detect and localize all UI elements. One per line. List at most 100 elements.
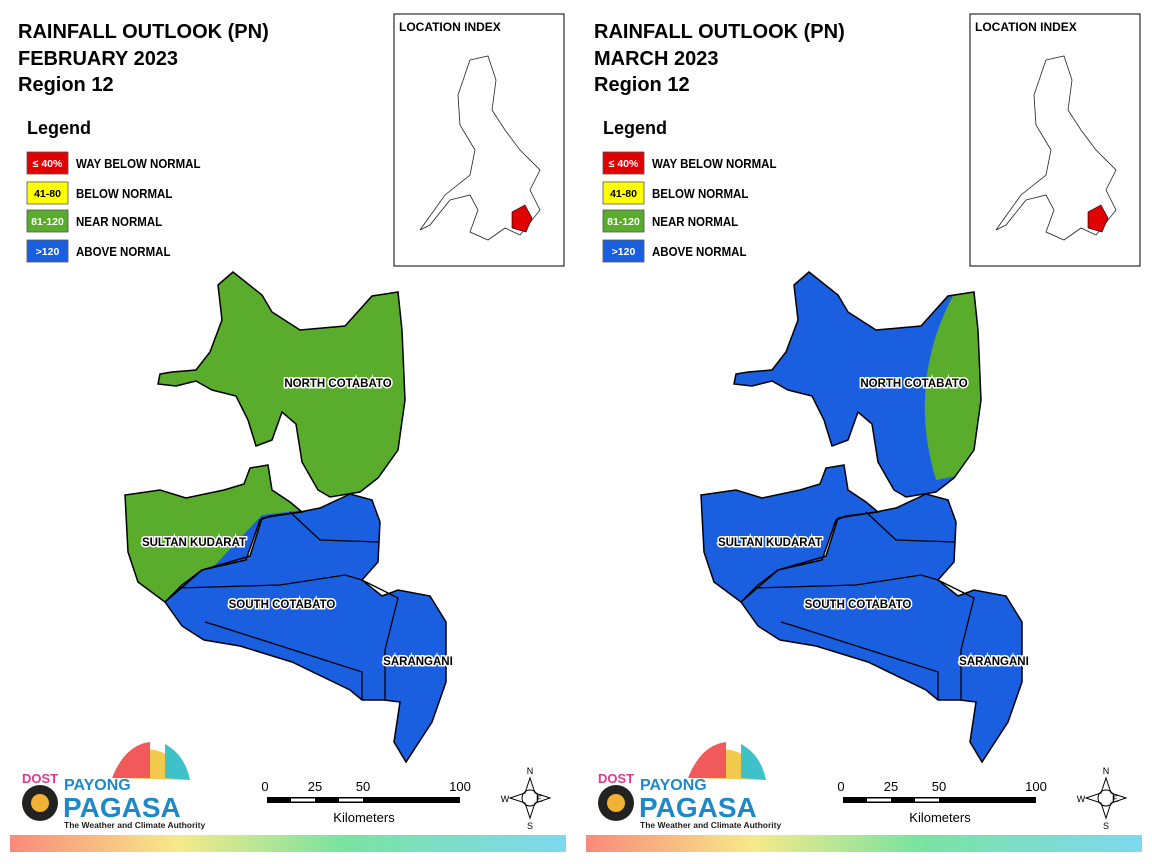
legend-swatch	[26, 181, 69, 205]
scale-tick-label: 50	[932, 779, 946, 794]
province-boundary	[780, 621, 939, 700]
legend-label: NEAR NORMAL	[652, 215, 738, 230]
legend-label: WAY BELOW NORMAL	[76, 157, 200, 172]
scale-tick-label: 100	[1025, 779, 1047, 794]
province-boundary	[937, 579, 975, 700]
panel: RAINFALL OUTLOOK (PN) MARCH 2023 Region 12…	[594, 13, 1141, 831]
scale-tick-label: 0	[837, 779, 844, 794]
compass-letter: N	[527, 766, 534, 776]
compass-rose	[508, 776, 552, 820]
province-label: NORTH COTABATO	[284, 378, 391, 390]
province-label: SARANGANI	[959, 656, 1029, 668]
map-region: Region 12	[594, 74, 690, 96]
compass-letter: W	[1077, 794, 1086, 804]
compass-letter: N	[1103, 766, 1110, 776]
logo-tagline: The Weather and Climate Authority	[64, 820, 205, 830]
zone-above-normal	[701, 465, 878, 602]
scale-tick-label: 50	[356, 779, 370, 794]
compass-letter: W	[501, 794, 510, 804]
legend-range: 41-80	[34, 188, 61, 200]
legend-range: ≤ 40%	[609, 158, 639, 170]
region-fill	[701, 272, 1022, 762]
scale-unit: Kilometers	[333, 810, 395, 825]
legend-label: ABOVE NORMAL	[652, 245, 746, 260]
legend-range: ≤ 40%	[33, 158, 63, 170]
scale-bar-segment	[339, 798, 363, 802]
compass-ring	[1097, 789, 1115, 807]
compass-ring	[521, 789, 539, 807]
logo-dost: DOST	[598, 771, 634, 786]
province-boundary	[177, 574, 363, 589]
province-label: NORTH COTABATO	[860, 378, 967, 390]
scale-tick-label: 100	[449, 779, 471, 794]
province-label: SULTAN KUDARAT	[142, 537, 246, 549]
zone-above-normal	[160, 494, 400, 620]
province-label: SOUTH COTABATO	[805, 599, 912, 611]
scale-bar-segment	[867, 798, 891, 802]
legend-range: >120	[36, 246, 60, 258]
province-label: SULTAN KUDARAT	[718, 537, 822, 549]
legend-label: BELOW NORMAL	[76, 187, 172, 202]
scale-tick-label: 25	[308, 779, 322, 794]
panel: RAINFALL OUTLOOK (PN) FEBRUARY 2023 Region…	[18, 13, 565, 831]
map-month: FEBRUARY 2023	[18, 48, 178, 70]
location-index-title: LOCATION INDEX	[399, 20, 501, 34]
map-month: MARCH 2023	[594, 48, 718, 70]
location-index-title: LOCATION INDEX	[975, 20, 1077, 34]
compass-letter: S	[527, 821, 533, 831]
legend-range: 41-80	[610, 188, 637, 200]
logo-tagline: The Weather and Climate Authority	[640, 820, 781, 830]
logo-pagasa: PAGASA	[639, 792, 757, 823]
legend-swatch	[26, 151, 69, 175]
scale-bar	[843, 797, 1036, 803]
map-title: RAINFALL OUTLOOK (PN)	[18, 21, 269, 43]
zone-near-normal	[125, 465, 302, 602]
legend-swatch	[602, 151, 645, 175]
region-highlight	[511, 204, 533, 233]
legend-label: ABOVE NORMAL	[76, 245, 170, 260]
compass-letter: S	[1103, 821, 1109, 831]
province-boundary	[157, 271, 406, 498]
region-fill	[125, 272, 446, 762]
legend-swatch	[602, 181, 645, 205]
scale-bar	[267, 797, 460, 803]
zone-above-normal	[734, 272, 981, 497]
legend-swatch	[26, 209, 69, 233]
legend-range: 81-120	[31, 216, 64, 228]
zone-near-normal	[158, 272, 405, 497]
logo-seal	[607, 794, 625, 812]
province-boundary	[865, 511, 955, 543]
province-boundary	[739, 493, 1023, 764]
compass-rose	[1084, 776, 1128, 820]
philippines-outline	[995, 55, 1117, 241]
province-boundary	[361, 579, 399, 700]
color-band	[586, 835, 1142, 852]
legend-range: >120	[612, 246, 636, 258]
region-highlight	[1087, 204, 1109, 233]
zone-near-normal	[924, 290, 986, 480]
logo-pagasa: PAGASA	[63, 792, 181, 823]
scale-unit: Kilometers	[909, 810, 971, 825]
compass-letter: E	[536, 794, 542, 804]
legend-range: 81-120	[607, 216, 640, 228]
legend-label: BELOW NORMAL	[652, 187, 748, 202]
province-boundary	[163, 493, 447, 764]
compass-letter: E	[1112, 794, 1118, 804]
legend-swatch	[26, 239, 69, 263]
logo-seal	[31, 794, 49, 812]
province-boundary	[289, 511, 379, 543]
scale-bar-segment	[291, 798, 315, 802]
province-boundary	[753, 574, 939, 589]
logo-payong: PAYONG	[64, 777, 131, 794]
logo-umbrella	[741, 744, 766, 780]
scale-bar-segment	[915, 798, 939, 802]
logo-umbrella	[165, 744, 190, 780]
legend-title: Legend	[27, 118, 91, 138]
province-label: SARANGANI	[383, 656, 453, 668]
logo-payong: PAYONG	[640, 777, 707, 794]
scale-tick-label: 0	[261, 779, 268, 794]
map-title: RAINFALL OUTLOOK (PN)	[594, 21, 845, 43]
legend-swatch	[602, 209, 645, 233]
philippines-outline	[419, 55, 541, 241]
